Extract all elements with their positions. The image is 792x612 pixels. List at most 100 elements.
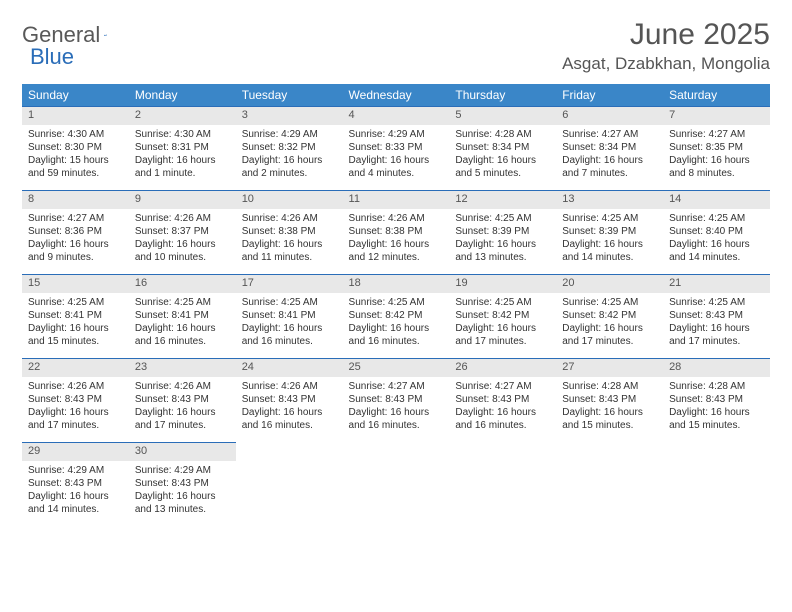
sunrise-line: Sunrise: 4:25 AM — [669, 296, 764, 309]
day-number: 25 — [349, 361, 361, 373]
weekday-header: Wednesday — [343, 84, 450, 107]
sunset-line: Sunset: 8:30 PM — [28, 141, 123, 154]
daylight-line: Daylight: 16 hours and 10 minutes. — [135, 238, 230, 264]
day-number-cell: 6 — [556, 107, 663, 125]
day-number-cell: 27 — [556, 359, 663, 377]
day-content-cell: Sunrise: 4:27 AMSunset: 8:43 PMDaylight:… — [343, 377, 450, 443]
sunrise-line: Sunrise: 4:25 AM — [455, 212, 550, 225]
weekday-header: Saturday — [663, 84, 770, 107]
day-number-cell — [449, 443, 556, 461]
day-content-cell: Sunrise: 4:25 AMSunset: 8:41 PMDaylight:… — [129, 293, 236, 359]
daylight-line: Daylight: 16 hours and 16 minutes. — [242, 322, 337, 348]
daylight-line: Daylight: 16 hours and 16 minutes. — [349, 406, 444, 432]
day-content-cell: Sunrise: 4:25 AMSunset: 8:42 PMDaylight:… — [343, 293, 450, 359]
content-row: Sunrise: 4:27 AMSunset: 8:36 PMDaylight:… — [22, 209, 770, 275]
day-number-cell: 4 — [343, 107, 450, 125]
day-number-cell: 5 — [449, 107, 556, 125]
day-number-cell: 24 — [236, 359, 343, 377]
day-number-cell: 1 — [22, 107, 129, 125]
day-content-cell: Sunrise: 4:29 AMSunset: 8:43 PMDaylight:… — [22, 461, 129, 527]
day-number-cell: 29 — [22, 443, 129, 461]
daylight-line: Daylight: 16 hours and 14 minutes. — [562, 238, 657, 264]
sunset-line: Sunset: 8:43 PM — [562, 393, 657, 406]
sunset-line: Sunset: 8:43 PM — [135, 393, 230, 406]
day-content-cell — [663, 461, 770, 527]
logo-text-blue: Blue — [30, 44, 74, 70]
daylight-line: Daylight: 16 hours and 17 minutes. — [135, 406, 230, 432]
content-row: Sunrise: 4:30 AM Sunset: 8:30 PM Daylight:… — [22, 125, 770, 191]
sunset-line: Sunset: 8:43 PM — [455, 393, 550, 406]
content-row: Sunrise: 4:29 AMSunset: 8:43 PMDaylight:… — [22, 461, 770, 527]
day-content-cell: Sunrise: 4:25 AMSunset: 8:42 PMDaylight:… — [449, 293, 556, 359]
day-number-cell — [343, 443, 450, 461]
day-number: 8 — [28, 193, 34, 205]
sunrise-line: Sunrise: 4:30 AM — [135, 128, 230, 141]
day-content-cell: Sunrise: 4:27 AMSunset: 8:35 PMDaylight:… — [663, 125, 770, 191]
sunset-line: Sunset: 8:34 PM — [455, 141, 550, 154]
day-number: 27 — [562, 361, 574, 373]
sunset-line: Sunset: 8:41 PM — [28, 309, 123, 322]
day-content-cell: Sunrise: 4:25 AMSunset: 8:43 PMDaylight:… — [663, 293, 770, 359]
sunset-line: Sunset: 8:42 PM — [349, 309, 444, 322]
sunrise-line: Sunrise: 4:26 AM — [135, 380, 230, 393]
sunrise-line: Sunrise: 4:29 AM — [135, 464, 230, 477]
day-content-cell: Sunrise: 4:26 AMSunset: 8:43 PMDaylight:… — [236, 377, 343, 443]
daylight-line: Daylight: 16 hours and 17 minutes. — [455, 322, 550, 348]
daylight-line: Daylight: 16 hours and 16 minutes. — [242, 406, 337, 432]
day-number: 1 — [28, 109, 34, 121]
day-number-cell: 16 — [129, 275, 236, 293]
day-number: 7 — [669, 109, 675, 121]
sunset-line: Sunset: 8:42 PM — [455, 309, 550, 322]
sunset-line: Sunset: 8:38 PM — [349, 225, 444, 238]
sunrise-line: Sunrise: 4:29 AM — [349, 128, 444, 141]
day-number: 3 — [242, 109, 248, 121]
day-number: 18 — [349, 277, 361, 289]
day-number: 14 — [669, 193, 681, 205]
day-number-cell: 25 — [343, 359, 450, 377]
sunset-line: Sunset: 8:43 PM — [242, 393, 337, 406]
daylight-line: Daylight: 16 hours and 2 minutes. — [242, 154, 337, 180]
sunrise-line: Sunrise: 4:26 AM — [242, 212, 337, 225]
daynum-row: 15161718192021 — [22, 275, 770, 293]
daylight-line: Daylight: 16 hours and 17 minutes. — [28, 406, 123, 432]
day-content-cell: Sunrise: 4:25 AMSunset: 8:39 PMDaylight:… — [449, 209, 556, 275]
sunrise-line: Sunrise: 4:29 AM — [28, 464, 123, 477]
weekday-header: Monday — [129, 84, 236, 107]
day-number-cell: 8 — [22, 191, 129, 209]
day-number: 21 — [669, 277, 681, 289]
day-number-cell: 11 — [343, 191, 450, 209]
day-content-cell: Sunrise: 4:27 AMSunset: 8:43 PMDaylight:… — [449, 377, 556, 443]
sunset-line: Sunset: 8:32 PM — [242, 141, 337, 154]
day-number-cell: 23 — [129, 359, 236, 377]
daylight-line: Daylight: 16 hours and 9 minutes. — [28, 238, 123, 264]
sunrise-line: Sunrise: 4:27 AM — [669, 128, 764, 141]
day-number: 17 — [242, 277, 254, 289]
sunrise-line: Sunrise: 4:29 AM — [242, 128, 337, 141]
sunset-line: Sunset: 8:35 PM — [669, 141, 764, 154]
day-number-cell: 15 — [22, 275, 129, 293]
daylight-line: Daylight: 16 hours and 15 minutes. — [562, 406, 657, 432]
day-content-cell: Sunrise: 4:28 AMSunset: 8:43 PMDaylight:… — [663, 377, 770, 443]
day-number-cell: 12 — [449, 191, 556, 209]
day-number: 20 — [562, 277, 574, 289]
day-number: 6 — [562, 109, 568, 121]
day-number: 9 — [135, 193, 141, 205]
day-number: 15 — [28, 277, 40, 289]
day-number: 11 — [349, 193, 360, 205]
day-content-cell: Sunrise: 4:26 AMSunset: 8:38 PMDaylight:… — [236, 209, 343, 275]
day-number-cell: 20 — [556, 275, 663, 293]
sunset-line: Sunset: 8:43 PM — [135, 477, 230, 490]
daynum-row: 22232425262728 — [22, 359, 770, 377]
day-number-cell: 21 — [663, 275, 770, 293]
sunset-line: Sunset: 8:31 PM — [135, 141, 230, 154]
day-content-cell: Sunrise: 4:30 AMSunset: 8:30 PMDaylight:… — [22, 125, 129, 191]
sunset-line: Sunset: 8:43 PM — [669, 393, 764, 406]
sunrise-line: Sunrise: 4:25 AM — [349, 296, 444, 309]
daylight-line: Daylight: 16 hours and 17 minutes. — [669, 322, 764, 348]
day-number-cell: 10 — [236, 191, 343, 209]
daylight-line: Daylight: 16 hours and 12 minutes. — [349, 238, 444, 264]
daylight-line: Daylight: 16 hours and 8 minutes. — [669, 154, 764, 180]
day-number: 24 — [242, 361, 254, 373]
day-content-cell: Sunrise: 4:28 AMSunset: 8:34 PMDaylight:… — [449, 125, 556, 191]
day-number-cell: 18 — [343, 275, 450, 293]
